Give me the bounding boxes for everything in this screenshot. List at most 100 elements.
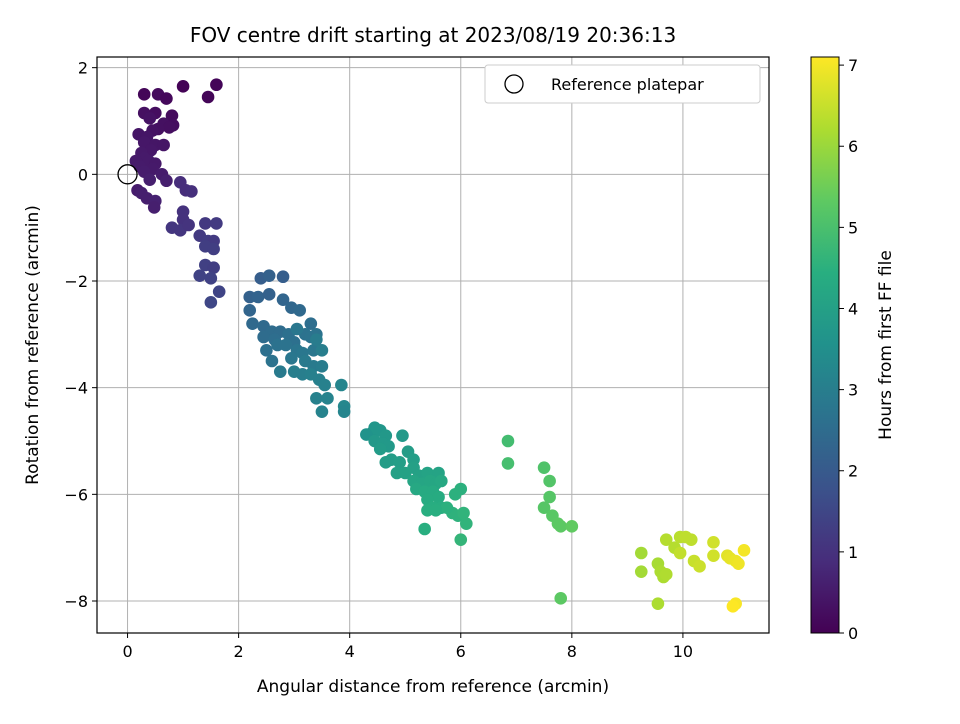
data-point — [543, 474, 556, 488]
data-point — [693, 560, 706, 573]
legend-reference-marker — [504, 74, 524, 94]
y-axis-label: Rotation from reference (arcmin) — [23, 205, 43, 485]
data-point — [429, 504, 443, 517]
y-tick-label: 2 — [78, 59, 88, 78]
data-point — [659, 568, 673, 581]
data-point — [634, 546, 648, 560]
colorbar-tick-label: 3 — [848, 381, 858, 400]
y-tick-label: −8 — [64, 592, 88, 611]
data-point — [210, 78, 223, 92]
data-point — [260, 344, 273, 357]
data-point — [379, 456, 393, 469]
colorbar-gradient — [810, 56, 840, 634]
data-point — [565, 520, 579, 533]
data-point — [398, 466, 412, 480]
data-point — [279, 338, 293, 352]
data-point — [440, 501, 454, 514]
data-point — [143, 112, 157, 125]
data-point — [262, 288, 276, 301]
data-point — [543, 490, 556, 504]
data-point — [193, 269, 207, 282]
data-point — [285, 352, 298, 365]
data-point — [157, 138, 170, 152]
y-tick-label: −6 — [64, 485, 88, 504]
data-point — [454, 482, 468, 496]
y-tick-label: −2 — [64, 272, 88, 291]
data-point — [554, 592, 568, 605]
data-point — [418, 522, 431, 536]
data-point — [707, 536, 720, 549]
data-point — [460, 517, 473, 530]
data-point — [276, 293, 290, 306]
reference-platepar-marker — [117, 164, 138, 185]
x-axis-ticks: 0 2 4 6 8 10 — [122, 633, 693, 661]
data-point — [310, 333, 323, 346]
colorbar-ticks: 0 1 2 3 4 5 6 7 — [839, 56, 858, 643]
colorbar-tick-label: 6 — [848, 137, 858, 156]
data-point — [160, 92, 173, 105]
data-point — [198, 217, 212, 230]
data-point — [207, 242, 220, 256]
data-point — [432, 490, 445, 504]
data-point — [659, 533, 673, 546]
legend-box — [484, 64, 761, 104]
colorbar-tick-label: 1 — [848, 543, 858, 562]
data-point — [276, 270, 290, 284]
legend: Reference platepar — [484, 64, 761, 104]
x-tick-label: 8 — [567, 642, 577, 661]
colorbar-tick-label: 5 — [848, 218, 858, 237]
data-point — [265, 354, 279, 368]
data-point — [321, 392, 334, 405]
data-point — [212, 285, 226, 298]
data-point — [143, 173, 157, 186]
y-tick-label: −4 — [64, 379, 88, 398]
data-point — [165, 109, 179, 122]
data-point — [246, 317, 259, 330]
data-point — [501, 457, 515, 470]
data-point — [290, 322, 304, 336]
y-tick-label: 0 — [78, 165, 88, 184]
data-point — [243, 304, 257, 317]
data-point — [501, 434, 515, 448]
legend-label-reference-platepar: Reference platepar — [551, 75, 704, 94]
data-point — [726, 600, 740, 613]
data-point — [732, 557, 745, 570]
data-point — [315, 344, 329, 357]
data-point — [201, 90, 215, 104]
data-point — [634, 565, 648, 578]
data-point — [315, 405, 329, 418]
data-point — [335, 378, 348, 392]
data-point — [304, 317, 318, 330]
colorbar-tick-label: 7 — [848, 56, 858, 75]
data-points — [117, 78, 751, 613]
data-point — [293, 304, 307, 317]
colorbar-tick-label: 4 — [848, 299, 858, 318]
data-point — [204, 296, 218, 309]
data-point — [176, 80, 190, 93]
data-point — [457, 506, 470, 520]
chart-title: FOV centre drift starting at 2023/08/19 … — [190, 23, 676, 47]
data-point — [162, 121, 176, 134]
data-point — [137, 88, 151, 101]
data-point — [207, 261, 220, 274]
data-point — [435, 474, 448, 488]
colorbar-tick-label: 2 — [848, 462, 858, 481]
data-point — [537, 501, 551, 514]
data-point — [537, 461, 551, 474]
data-point — [210, 217, 223, 230]
colorbar-label: Hours from first FF file — [876, 250, 896, 440]
colorbar: 0 1 2 3 4 5 6 7 Hours from first FF file — [810, 56, 896, 643]
x-tick-label: 4 — [345, 642, 355, 661]
x-tick-label: 0 — [122, 642, 132, 661]
data-point — [651, 597, 665, 610]
data-point — [310, 392, 323, 405]
data-point — [673, 546, 687, 560]
data-point — [147, 201, 161, 214]
data-point — [737, 544, 751, 557]
x-axis-label: Angular distance from reference (arcmin) — [257, 677, 609, 697]
plot-area-frame — [96, 56, 770, 634]
data-point — [160, 174, 173, 188]
data-point — [182, 218, 195, 232]
x-tick-label: 2 — [234, 642, 244, 661]
x-tick-label: 6 — [456, 642, 466, 661]
